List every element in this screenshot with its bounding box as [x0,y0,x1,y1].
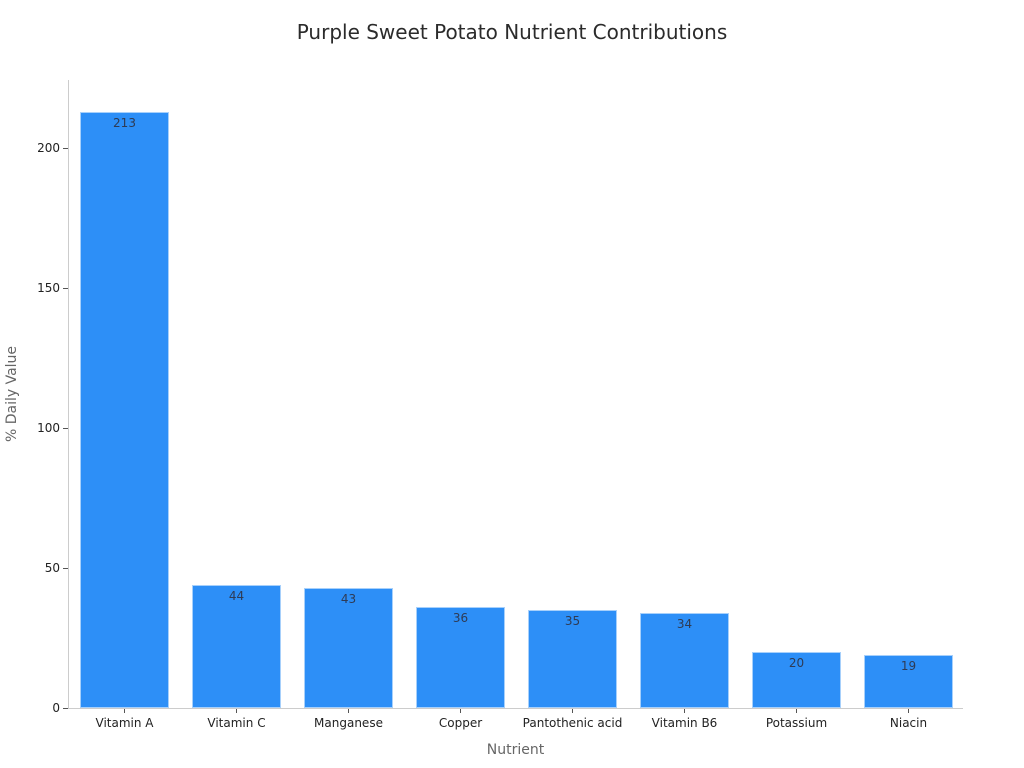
y-tick-label: 0 [52,701,60,715]
bar: 36 [416,607,505,708]
x-axis-label: Nutrient [486,742,545,758]
y-tick-mark [63,708,68,709]
y-tick: 50 [0,561,68,582]
x-tick-mark [124,708,125,713]
x-tick-label: Vitamin A [95,716,154,730]
x-tick-label: Pantothenic acid [522,716,623,730]
x-tick-mark [572,708,573,713]
x-tick-label: Vitamin B6 [651,716,718,730]
x-tick-label: Manganese [314,716,383,730]
bar-value-label: 34 [676,616,693,631]
y-axis-label: % Daily Value [4,345,20,443]
x-tick-label: Niacin [889,716,928,730]
y-tick-label: 50 [44,561,60,575]
y-tick-mark [63,148,68,149]
y-tick-mark [63,428,68,429]
x-tick-label: Vitamin C [207,716,266,730]
x-tick: Vitamin A [69,708,181,730]
bar: 44 [192,584,281,708]
y-axis-line [68,80,69,709]
bar: 34 [640,612,729,708]
y-tick: 0 [0,701,68,722]
y-tick-label: 150 [37,281,60,295]
chart-title: Purple Sweet Potato Nutrient Contributio… [296,20,728,44]
x-tick: Manganese [293,708,405,730]
y-tick-label: 200 [37,141,60,155]
x-tick: Potassium [741,708,853,730]
bar: 35 [528,610,617,708]
x-axis-line [68,708,963,709]
x-tick-mark [348,708,349,713]
x-tick-label: Potassium [765,716,828,730]
bar: 43 [304,587,393,708]
bar-value-label: 44 [228,588,245,603]
x-tick: Copper [405,708,517,730]
bar-value-label: 43 [340,591,357,606]
x-tick-label: Copper [438,716,483,730]
bar-value-label: 36 [452,611,469,626]
bar: 20 [752,652,841,708]
bar: 213 [80,111,169,708]
x-tick: Niacin [853,708,965,730]
bar-value-label: 35 [564,614,581,628]
bar-value-label: 19 [900,658,917,673]
x-tick: Vitamin B6 [629,708,741,730]
x-tick-mark [796,708,797,713]
x-tick-mark [684,708,685,713]
x-tick-mark [236,708,237,713]
y-tick-label: 100 [37,421,60,435]
y-tick-mark [63,568,68,569]
y-tick: 200 [0,141,68,162]
y-tick: 150 [0,281,68,302]
x-tick-mark [908,708,909,713]
y-tick-mark [63,288,68,289]
bar-value-label: 20 [788,656,805,670]
bar-value-label: 213 [113,115,136,130]
y-tick: 100 [0,421,68,442]
x-tick: Pantothenic acid [517,708,629,730]
x-tick: Vitamin C [181,708,293,730]
bar: 19 [864,654,953,708]
x-tick-mark [460,708,461,713]
